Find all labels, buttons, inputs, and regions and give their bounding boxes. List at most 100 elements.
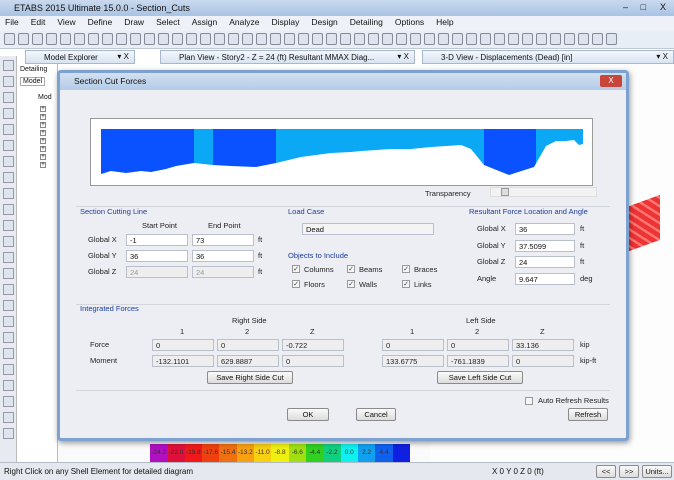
toolbar-button-icon[interactable] <box>46 33 57 45</box>
draw-tool-icon[interactable] <box>3 92 14 103</box>
toolbar-button-icon[interactable] <box>424 33 435 45</box>
toolbar-button-icon[interactable] <box>578 33 589 45</box>
tree-expand-icon[interactable]: + <box>40 122 46 128</box>
draw-tool-icon[interactable] <box>3 316 14 327</box>
pane-tab-plan-view[interactable]: Plan View - Story2 - Z = 24 (ft) Resulta… <box>160 50 415 64</box>
menu-detailing[interactable]: Detailing <box>349 17 383 27</box>
tab-detailing[interactable]: Detailing <box>20 66 48 73</box>
toolbar-button-icon[interactable] <box>466 33 477 45</box>
draw-tool-icon[interactable] <box>3 332 14 343</box>
draw-tool-icon[interactable] <box>3 236 14 247</box>
toolbar-button-icon[interactable] <box>256 33 267 45</box>
tree-root[interactable]: Mod <box>38 94 52 101</box>
load-case-select[interactable]: Dead <box>302 223 434 235</box>
menu-edit[interactable]: Edit <box>30 17 46 27</box>
toolbar-button-icon[interactable] <box>186 33 197 45</box>
save-left-side-cut-button[interactable]: Save Left Side Cut <box>437 371 523 384</box>
maximize-button[interactable]: □ <box>640 2 646 12</box>
toolbar-button-icon[interactable] <box>368 33 379 45</box>
draw-tool-icon[interactable] <box>3 284 14 295</box>
previous-button[interactable]: << <box>596 465 616 478</box>
toolbar-button-icon[interactable] <box>32 33 43 45</box>
draw-tool-icon[interactable] <box>3 252 14 263</box>
draw-tool-icon[interactable] <box>3 204 14 215</box>
next-button[interactable]: >> <box>619 465 639 478</box>
draw-tool-icon[interactable] <box>3 380 14 391</box>
pane-close-button[interactable]: ▾ X <box>656 52 668 61</box>
pane-tab-3d-view[interactable]: 3-D View - Displacements (Dead) [in] ▾ X <box>422 50 674 64</box>
draw-tool-icon[interactable] <box>3 220 14 231</box>
close-button[interactable]: X <box>659 2 666 12</box>
toolbar-button-icon[interactable] <box>88 33 99 45</box>
cancel-button[interactable]: Cancel <box>356 408 396 421</box>
resultant-input[interactable]: 37.5099 <box>515 239 575 252</box>
resultant-input[interactable]: 9.647 <box>515 272 575 285</box>
menu-assign[interactable]: Assign <box>191 17 218 27</box>
toolbar-button-icon[interactable] <box>102 33 113 45</box>
menu-define[interactable]: Define <box>87 17 113 27</box>
start-point-input[interactable]: -1 <box>126 234 188 246</box>
tree-expand-icon[interactable]: + <box>40 154 46 160</box>
end-point-input[interactable]: 36 <box>192 250 254 262</box>
toolbar-button-icon[interactable] <box>172 33 183 45</box>
toolbar-button-icon[interactable] <box>284 33 295 45</box>
toolbar-button-icon[interactable] <box>522 33 533 45</box>
menu-draw[interactable]: Draw <box>124 17 145 27</box>
draw-tool-icon[interactable] <box>3 396 14 407</box>
menu-display[interactable]: Display <box>271 17 300 27</box>
menu-analyze[interactable]: Analyze <box>229 17 260 27</box>
draw-tool-icon[interactable] <box>3 124 14 135</box>
ok-button[interactable]: OK <box>287 408 329 421</box>
checkbox-floors[interactable]: ✓ <box>292 280 300 288</box>
draw-tool-icon[interactable] <box>3 140 14 151</box>
start-point-input[interactable]: 36 <box>126 250 188 262</box>
menu-options[interactable]: Options <box>394 17 425 27</box>
tree-expand-icon[interactable]: + <box>40 106 46 112</box>
menu-file[interactable]: File <box>5 17 19 27</box>
toolbar-button-icon[interactable] <box>4 33 15 45</box>
draw-tool-icon[interactable] <box>3 108 14 119</box>
draw-tool-icon[interactable] <box>3 172 14 183</box>
toolbar-button-icon[interactable] <box>200 33 211 45</box>
toolbar-button-icon[interactable] <box>438 33 449 45</box>
auto-refresh-checkbox[interactable] <box>525 397 533 405</box>
menu-view[interactable]: View <box>57 17 76 27</box>
toolbar-button-icon[interactable] <box>396 33 407 45</box>
toolbar-button-icon[interactable] <box>508 33 519 45</box>
checkbox-columns[interactable]: ✓ <box>292 265 300 273</box>
units-button[interactable]: Units... <box>642 465 672 478</box>
save-right-side-cut-button[interactable]: Save Right Side Cut <box>207 371 293 384</box>
end-point-input[interactable]: 24 <box>192 266 254 278</box>
draw-tool-icon[interactable] <box>3 188 14 199</box>
toolbar-button-icon[interactable] <box>298 33 309 45</box>
toolbar-button-icon[interactable] <box>592 33 603 45</box>
toolbar-button-icon[interactable] <box>480 33 491 45</box>
toolbar-button-icon[interactable] <box>410 33 421 45</box>
pane-tab-model-explorer[interactable]: Model Explorer ▾ X <box>25 50 135 64</box>
toolbar-button-icon[interactable] <box>452 33 463 45</box>
draw-tool-icon[interactable] <box>3 60 14 71</box>
toolbar-button-icon[interactable] <box>382 33 393 45</box>
draw-tool-icon[interactable] <box>3 300 14 311</box>
menu-help[interactable]: Help <box>436 17 454 27</box>
transparency-slider[interactable] <box>490 187 597 197</box>
toolbar-button-icon[interactable] <box>228 33 239 45</box>
toolbar-button-icon[interactable] <box>158 33 169 45</box>
toolbar-button-icon[interactable] <box>494 33 505 45</box>
toolbar-button-icon[interactable] <box>74 33 85 45</box>
toolbar-button-icon[interactable] <box>536 33 547 45</box>
toolbar-button-icon[interactable] <box>550 33 561 45</box>
tree-expand-icon[interactable]: + <box>40 130 46 136</box>
tab-model[interactable]: Model <box>20 77 46 86</box>
checkbox-links[interactable]: ✓ <box>402 280 410 288</box>
draw-tool-icon[interactable] <box>3 268 14 279</box>
start-point-input[interactable]: 24 <box>126 266 188 278</box>
tree-expand-icon[interactable]: + <box>40 162 46 168</box>
menu-design[interactable]: Design <box>311 17 338 27</box>
toolbar-button-icon[interactable] <box>340 33 351 45</box>
toolbar-button-icon[interactable] <box>354 33 365 45</box>
toolbar-button-icon[interactable] <box>326 33 337 45</box>
toolbar-button-icon[interactable] <box>214 33 225 45</box>
tree-expand-icon[interactable]: + <box>40 114 46 120</box>
pane-close-button[interactable]: ▾ X <box>117 52 129 61</box>
